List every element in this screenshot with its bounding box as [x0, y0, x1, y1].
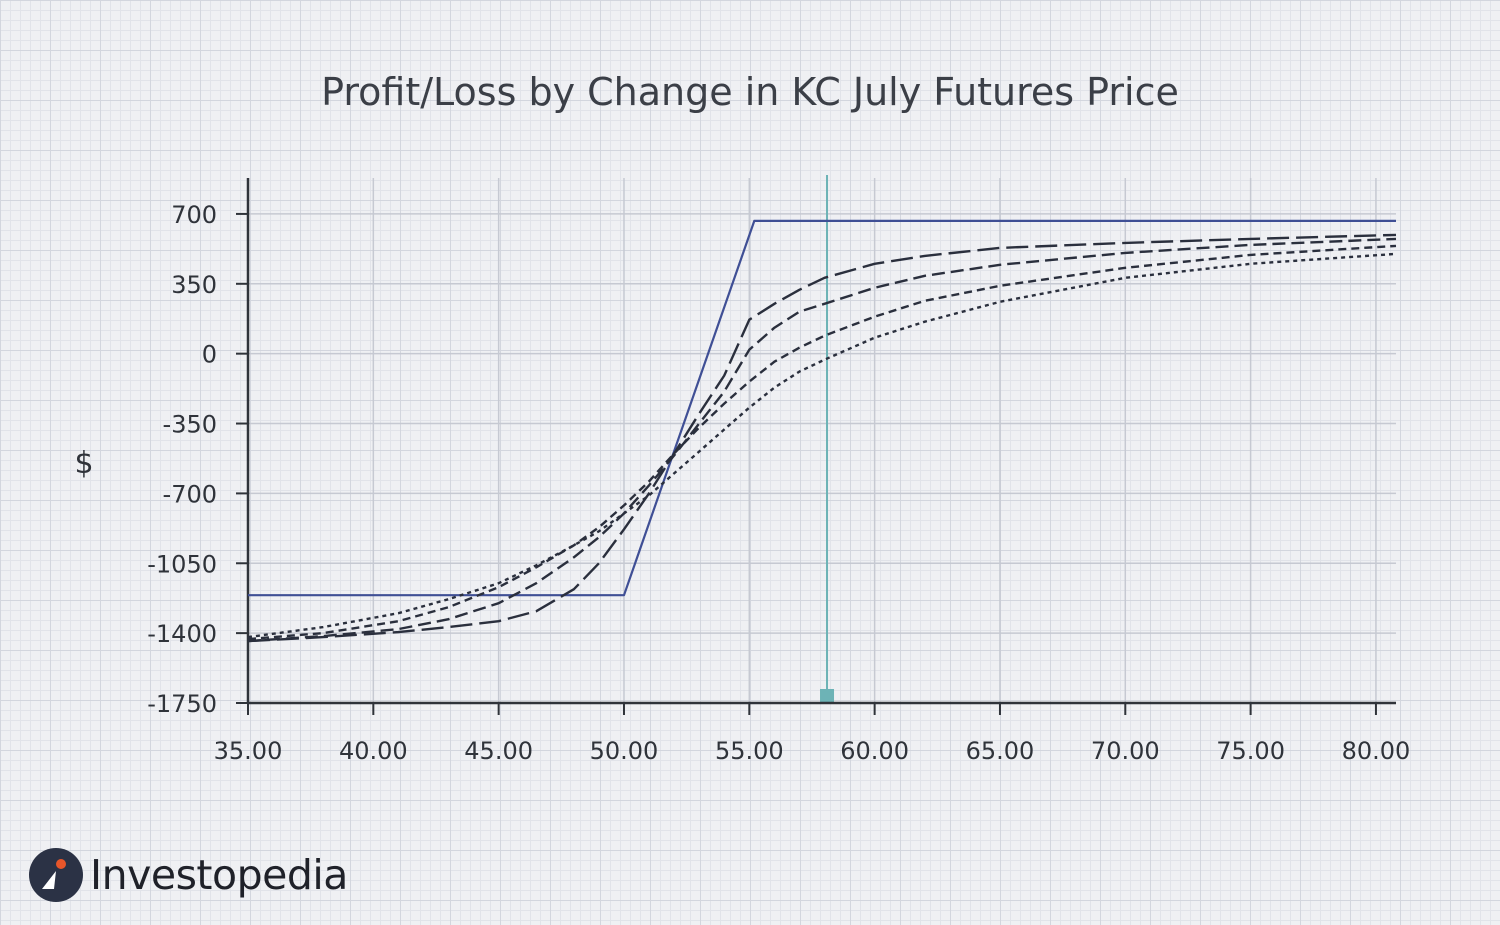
chart-title: Profit/Loss by Change in KC July Futures…	[321, 70, 1179, 114]
series-line-solid	[248, 219, 1396, 597]
series-lines	[247, 219, 1397, 643]
x-tick-label: 55.00	[715, 737, 784, 765]
tick-labels: 35.00 40.00 45.00 50.00 55.00 60.00 65.00 70.00…	[147, 201, 1410, 765]
series-line-medium-dash	[247, 237, 1397, 643]
y-tick-label: 0	[202, 341, 217, 369]
y-tick-label: -1050	[147, 550, 217, 578]
y-axis-label: $	[74, 446, 93, 481]
axes	[236, 178, 1396, 715]
series-line-long-dash	[247, 233, 1397, 643]
y-tick-label: -1750	[147, 690, 217, 718]
y-tick-label: 700	[171, 201, 217, 229]
current-price-marker	[820, 175, 835, 703]
x-tick-label: 50.00	[590, 737, 659, 765]
x-tick-label: 40.00	[339, 737, 408, 765]
x-tick-label: 60.00	[840, 737, 909, 765]
y-tick-label: -350	[163, 411, 217, 439]
investopedia-logo: Investopedia	[28, 842, 348, 908]
y-tick-label: -1400	[147, 620, 217, 648]
brand-name: Investopedia	[90, 851, 348, 899]
x-tick-label: 65.00	[966, 737, 1035, 765]
x-tick-label: 80.00	[1342, 737, 1411, 765]
y-tick-label: -700	[163, 480, 217, 508]
investopedia-logo-icon	[29, 848, 83, 902]
x-tick-label: 70.00	[1091, 737, 1160, 765]
current-price-square	[820, 689, 835, 703]
x-tick-label: 75.00	[1216, 737, 1285, 765]
x-tick-label: 35.00	[214, 737, 283, 765]
series-line-short-dash	[247, 244, 1397, 641]
x-tick-label: 45.00	[464, 737, 533, 765]
y-tick-label: 350	[171, 271, 217, 299]
series-line-dotted	[247, 252, 1397, 639]
